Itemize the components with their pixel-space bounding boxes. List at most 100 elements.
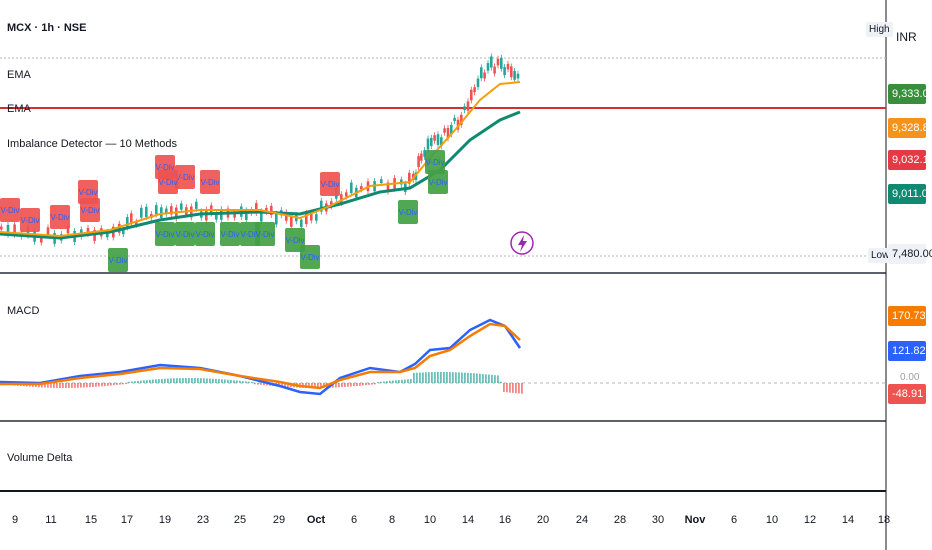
macd-badge-zero: 0.00 — [900, 372, 920, 383]
histogram-bar — [449, 372, 451, 383]
histogram-bar — [104, 383, 106, 387]
histogram-bar — [233, 380, 235, 383]
histogram-bar — [491, 374, 493, 383]
histogram-bar — [359, 383, 361, 386]
macd-title[interactable]: MACD — [7, 305, 40, 317]
histogram-bar — [500, 381, 502, 383]
histogram-bar — [59, 383, 61, 388]
histogram-bar — [137, 380, 139, 383]
signal-tag[interactable] — [175, 165, 195, 189]
time-tick: 9 — [11, 514, 19, 526]
signal-tag[interactable] — [0, 198, 20, 222]
signal-tag[interactable] — [175, 222, 195, 246]
histogram-bar — [230, 379, 232, 383]
histogram-bar — [413, 372, 415, 383]
lightning-icon[interactable] — [510, 231, 534, 255]
histogram-bar — [47, 383, 49, 388]
histogram-bar — [410, 379, 412, 383]
histogram-bar — [428, 372, 430, 383]
histogram-bar — [80, 383, 82, 388]
histogram-bar — [446, 372, 448, 383]
currency-label[interactable]: INR — [896, 30, 917, 44]
indicator-label-imbalance[interactable]: Imbalance Detector — 10 Methods — [7, 138, 177, 150]
histogram-bar — [149, 379, 151, 383]
histogram-bar — [440, 372, 442, 383]
histogram-bar — [320, 383, 322, 388]
volume-delta-title[interactable]: Volume Delta — [7, 452, 73, 464]
signal-tag[interactable] — [80, 198, 100, 222]
signal-tag[interactable] — [428, 170, 448, 194]
histogram-bar — [401, 379, 403, 383]
ema-fast-line[interactable] — [0, 81, 521, 238]
signal-tag[interactable] — [195, 222, 215, 246]
histogram-bar — [242, 381, 244, 383]
histogram-bar — [356, 383, 358, 387]
signal-tag[interactable] — [155, 222, 175, 246]
histogram-bar — [86, 383, 88, 388]
histogram-bar — [56, 383, 58, 388]
histogram-bar — [83, 383, 85, 388]
signal-tag[interactable] — [425, 150, 445, 174]
signal-tag-text: V-Div — [200, 178, 219, 187]
time-tick: 15 — [84, 514, 98, 526]
histogram-bar — [521, 383, 523, 394]
histogram-bar — [464, 372, 466, 383]
histogram-bar — [374, 383, 376, 385]
histogram-bar — [113, 383, 115, 386]
signal-tag-text: V-Div — [255, 230, 274, 239]
histogram-bar — [116, 383, 118, 385]
histogram-bar — [209, 378, 211, 383]
histogram-bar — [200, 378, 202, 383]
signal-tag-text: V-Div — [155, 230, 174, 239]
histogram-bar — [263, 383, 265, 386]
signal-tag-text: V-Div — [175, 230, 194, 239]
signal-tag-text: V-Div — [320, 180, 339, 189]
price-badge: 9,333.00 — [888, 84, 932, 104]
histogram-bar — [65, 383, 67, 388]
histogram-bar — [470, 373, 472, 383]
macd-line[interactable] — [0, 318, 522, 396]
signal-tag-text: V-Div — [20, 216, 39, 225]
histogram-bar — [74, 383, 76, 388]
signal-tag[interactable] — [398, 200, 418, 224]
histogram-bar — [494, 375, 496, 383]
histogram-bar — [182, 378, 184, 383]
signal-tag[interactable] — [108, 248, 128, 272]
macd-badge-signal: 170.73 — [888, 306, 926, 326]
histogram-bar — [41, 383, 43, 388]
signal-tag[interactable] — [285, 228, 305, 252]
time-tick: 25 — [233, 514, 247, 526]
signal-tag[interactable] — [255, 222, 275, 246]
histogram-bar — [89, 383, 91, 388]
indicator-label-ema-1[interactable]: EMA — [7, 69, 31, 81]
histogram-bar — [254, 383, 256, 385]
signal-tag[interactable] — [300, 245, 320, 269]
signal-tag[interactable] — [50, 205, 70, 229]
histogram-bar — [188, 378, 190, 383]
signal-tag[interactable] — [320, 172, 340, 196]
histogram-bar — [518, 383, 520, 394]
histogram-bar — [332, 383, 334, 388]
indicator-label-ema-2[interactable]: EMA — [7, 103, 31, 115]
histogram-bar — [155, 379, 157, 383]
price-badge: 9,011.04 — [888, 184, 932, 204]
signal-tag-text: V-Div — [240, 230, 259, 239]
signal-tag[interactable] — [200, 170, 220, 194]
histogram-bar — [257, 383, 259, 385]
signal-tag-text: V-Div — [220, 230, 239, 239]
signal-tag[interactable] — [20, 208, 40, 232]
histogram-bar — [437, 372, 439, 383]
signal-line[interactable] — [0, 322, 521, 390]
histogram-bar — [164, 378, 166, 383]
histogram-bar — [371, 383, 373, 385]
signal-tag-text: V-Div — [285, 236, 304, 245]
symbol-title: MCX · 1h · NSE — [7, 22, 87, 34]
histogram-bar — [398, 379, 400, 383]
histogram-bar — [461, 372, 463, 383]
histogram-bar — [245, 381, 247, 383]
signal-tag[interactable] — [220, 222, 240, 246]
time-tick: Oct — [306, 514, 326, 526]
histogram-bar — [284, 383, 286, 387]
signal-tag[interactable] — [158, 170, 178, 194]
